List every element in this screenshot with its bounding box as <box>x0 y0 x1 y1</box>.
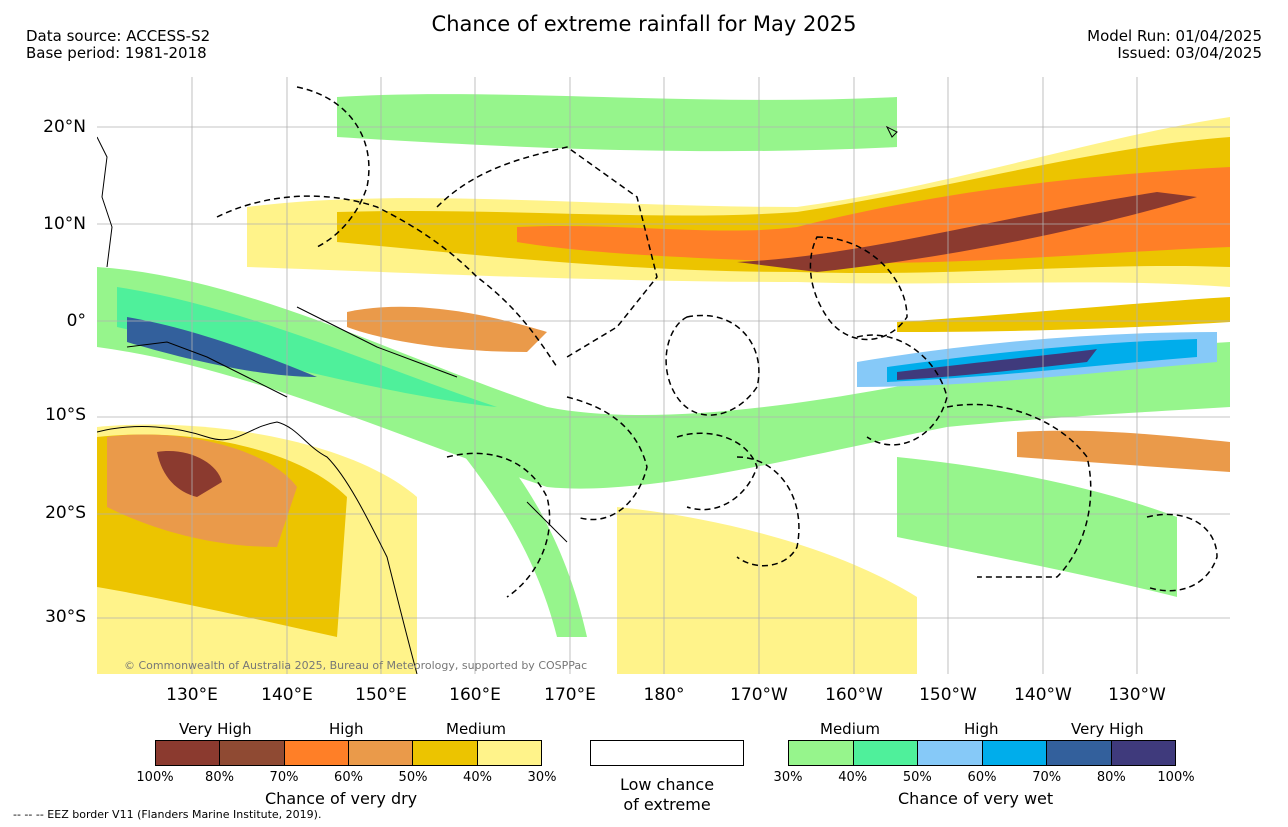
dry-tick-0: 100% <box>136 770 174 785</box>
wet-tick-5: 80% <box>1096 770 1126 785</box>
lon-label-140w: 140°W <box>1014 685 1072 705</box>
wet-cat-high: High <box>964 720 999 738</box>
wet-color-scale <box>788 740 1176 766</box>
dry-tick-5: 40% <box>463 770 492 785</box>
dry-south-east-orange <box>1017 430 1230 472</box>
dry-swatch-1 <box>220 741 285 765</box>
wet-swatch-5 <box>1111 741 1175 765</box>
lat-label-10n: 10°N <box>43 214 86 234</box>
lon-label-130w: 130°W <box>1108 685 1166 705</box>
lon-label-140e: 140°E <box>261 685 313 705</box>
lat-label-30s: 30°S <box>45 607 86 627</box>
low-chance-swatch <box>590 740 744 766</box>
lon-label-150w: 150°W <box>919 685 977 705</box>
dry-cat-medium: Medium <box>446 720 506 738</box>
dry-tick-4: 50% <box>398 770 428 785</box>
wet-swatch-4 <box>1047 741 1112 765</box>
model-run: Model Run: 01/04/2025 <box>1087 27 1262 45</box>
dry-tick-2: 70% <box>269 770 299 785</box>
wet-band-east-navy <box>897 349 1097 380</box>
map-canvas <box>97 77 1230 674</box>
dry-tick-3: 60% <box>334 770 363 785</box>
rainfall-map <box>97 77 1230 674</box>
lat-label-eq: 0° <box>66 311 86 331</box>
dry-australia-red <box>157 451 222 497</box>
map-title: Chance of extreme rainfall for May 2025 <box>431 12 857 36</box>
wet-tick-6: 100% <box>1157 770 1195 785</box>
lon-label-160e: 160°E <box>449 685 501 705</box>
coastlines <box>97 125 898 674</box>
wet-band-vanuatu <box>457 427 587 637</box>
dry-band-north-orange <box>517 167 1230 264</box>
dry-swatch-4 <box>413 741 478 765</box>
wet-swatch-2 <box>918 741 983 765</box>
lat-label-20s: 20°S <box>45 503 86 523</box>
dry-swatch-2 <box>284 741 349 765</box>
wet-tick-2: 50% <box>902 770 932 785</box>
wet-caption: Chance of very wet <box>898 789 1054 808</box>
dry-band-north-red <box>737 192 1197 272</box>
data-source: Data source: ACCESS-S2 <box>26 27 211 45</box>
dry-cat-high: High <box>329 720 364 738</box>
issued-date: Issued: 03/04/2025 <box>1117 44 1262 62</box>
wet-swatch-0 <box>789 741 854 765</box>
dry-caption: Chance of very dry <box>265 789 418 808</box>
dry-swatch-5 <box>477 741 541 765</box>
wet-band-south-teal <box>117 287 497 407</box>
wet-swatch-3 <box>982 741 1047 765</box>
lon-label-160w: 160°W <box>825 685 883 705</box>
low-chance-label-1: Low chance <box>619 775 715 794</box>
lat-label-20n: 20°N <box>43 117 86 137</box>
wet-band-north-green <box>337 94 897 152</box>
wet-cat-medium: Medium <box>820 720 880 738</box>
eez-borders <box>216 86 1218 598</box>
low-chance-label-2: of extreme <box>623 795 711 814</box>
wet-tick-0: 30% <box>773 770 803 785</box>
dry-south-scatter <box>617 507 917 674</box>
wet-tick-4: 70% <box>1032 770 1062 785</box>
dry-tick-1: 80% <box>205 770 234 785</box>
copyright-notice: © Commonwealth of Australia 2025, Bureau… <box>124 659 588 672</box>
dry-color-scale <box>155 740 542 766</box>
lon-label-180: 180° <box>643 685 685 705</box>
wet-tick-3: 60% <box>967 770 997 785</box>
wet-patch-indonesia <box>127 317 317 377</box>
wet-cat-very-high: Very High <box>1071 720 1144 738</box>
dry-swatch-0 <box>156 741 221 765</box>
wet-south-east <box>897 457 1177 597</box>
base-period: Base period: 1981-2018 <box>26 44 207 62</box>
lon-label-130e: 130°E <box>166 685 218 705</box>
lon-label-170w: 170°W <box>730 685 788 705</box>
wet-swatch-1 <box>853 741 918 765</box>
dry-band-equator-gold <box>897 297 1230 332</box>
dry-tick-6: 30% <box>527 770 557 785</box>
dry-swatch-3 <box>348 741 414 765</box>
dry-patch-png <box>347 306 547 352</box>
dry-cat-very-high: Very High <box>179 720 252 738</box>
graticule <box>97 77 1230 674</box>
lon-label-170e: 170°E <box>544 685 596 705</box>
wet-tick-1: 40% <box>838 770 868 785</box>
lon-label-150e: 150°E <box>355 685 407 705</box>
lat-label-10s: 10°S <box>45 405 86 425</box>
eez-note: -- -- -- EEZ border V11 (Flanders Marine… <box>13 808 322 821</box>
